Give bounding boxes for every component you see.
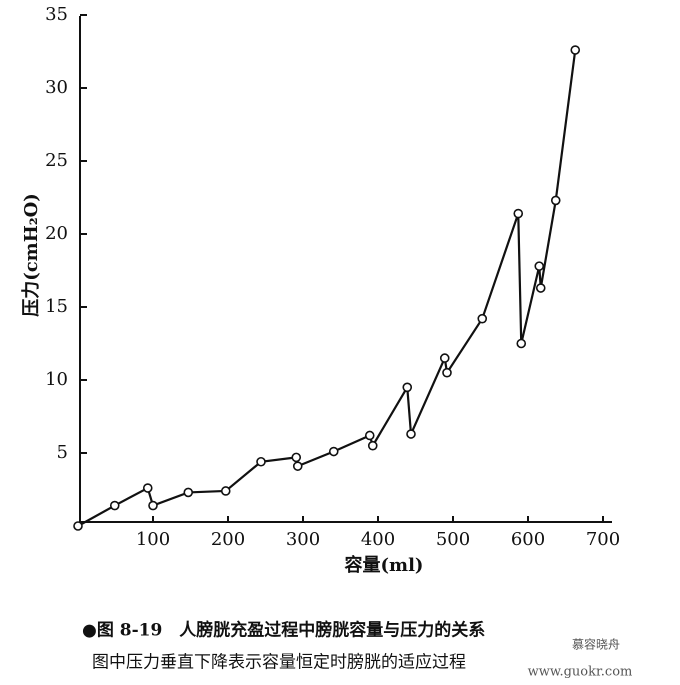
data-point — [367, 440, 378, 451]
data-point — [477, 313, 488, 324]
data-point — [291, 452, 302, 463]
data-point — [516, 338, 527, 349]
watermark: 慕容晓舟 — [572, 637, 620, 652]
x-tick-label: 700 — [586, 529, 620, 550]
data-point — [534, 261, 545, 271]
data-point — [406, 429, 416, 439]
data-point — [570, 45, 581, 55]
data-point — [109, 500, 120, 511]
x-tick-label: 500 — [436, 529, 470, 550]
data-line — [77, 49, 577, 527]
y-tick-label: 30 — [45, 77, 68, 98]
y-tick-label: 35 — [45, 4, 68, 25]
data-point — [183, 487, 194, 498]
y-tick-label: 5 — [57, 442, 68, 463]
data-point — [142, 483, 153, 493]
y-tick-label: 10 — [45, 369, 68, 390]
data-point — [256, 456, 266, 467]
x-axis-label: 容量(ml) — [345, 554, 424, 576]
watermark: www.guokr.com — [528, 665, 633, 680]
data-point — [364, 430, 375, 441]
data-point — [73, 521, 83, 531]
data-point — [513, 208, 524, 219]
data-point — [550, 195, 561, 206]
caption-title: ●图 8-19 人膀胱充盈过程中膀胱容量与压力的关系 — [82, 620, 485, 641]
data-point — [220, 486, 231, 496]
data-point — [535, 283, 546, 293]
data-point — [442, 367, 452, 378]
data-point — [402, 382, 413, 393]
x-tick-label: 200 — [211, 529, 245, 550]
x-tick-label: 100 — [136, 529, 170, 550]
data-point — [148, 500, 158, 511]
caption-note: 图中压力垂直下降表示容量恒定时膀胱的适应过程 — [92, 653, 466, 673]
y-tick-label: 20 — [45, 223, 68, 244]
x-tick-label: 600 — [511, 529, 545, 550]
x-tick-label: 300 — [286, 529, 320, 550]
y-tick-label: 25 — [45, 150, 68, 171]
data-point — [439, 353, 450, 363]
data-point — [328, 446, 339, 457]
data-point — [292, 461, 303, 471]
x-tick-label: 400 — [361, 529, 395, 550]
y-axis-label: 压力(cmH₂O) — [21, 193, 42, 317]
y-tick-label: 15 — [45, 296, 68, 317]
